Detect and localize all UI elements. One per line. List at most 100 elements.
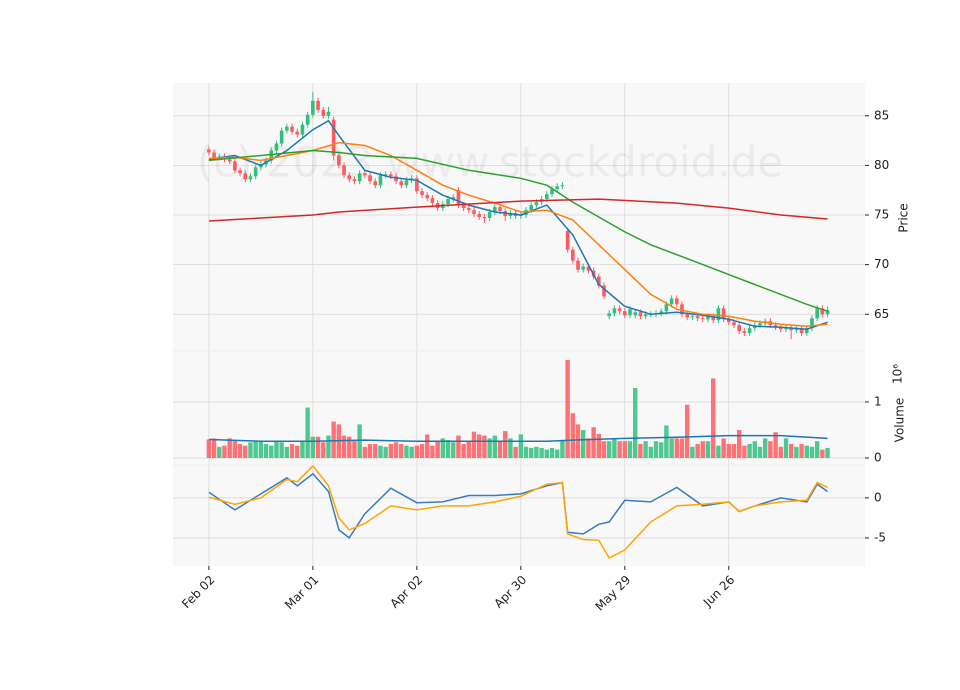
candle-body [279, 130, 284, 144]
candle-body [747, 328, 752, 334]
y-tick-label: 1 [874, 394, 882, 408]
volume-bar [211, 438, 217, 458]
candle-body [477, 214, 482, 217]
volume-bar [581, 429, 586, 458]
volume-bar [788, 443, 794, 458]
candle-body [789, 328, 793, 331]
candle-body [238, 170, 242, 174]
candle-body [253, 167, 258, 177]
candle-body [295, 131, 300, 135]
volume-bar [217, 446, 222, 458]
candle-body [685, 314, 689, 318]
volume-bar [731, 443, 737, 458]
candle-body [378, 175, 383, 186]
candle-body [487, 212, 492, 218]
y-tick-label: 65 [874, 307, 889, 321]
marks [206, 91, 830, 559]
volume-bar [513, 446, 518, 458]
y-axis-label: Price [897, 203, 911, 232]
volume-bar [289, 443, 295, 458]
y-tick-label: 70 [874, 257, 889, 271]
candle-body [742, 331, 747, 334]
volume-bar [409, 446, 414, 458]
volume-bar [534, 446, 539, 458]
volume-bar [560, 440, 565, 458]
candle-body [732, 322, 736, 326]
volume-bar [258, 441, 264, 458]
candle-body [451, 197, 456, 200]
volume-bar [492, 435, 498, 458]
candle-body [602, 285, 606, 297]
volume-bar [736, 429, 742, 458]
volume-bar [555, 449, 560, 458]
volume-bar [461, 443, 466, 458]
volume-bar [669, 438, 674, 458]
candle-body [565, 230, 570, 250]
volume-bar [399, 443, 404, 458]
candle-body [643, 314, 648, 317]
volume-bar [752, 441, 757, 458]
candle-body [300, 124, 305, 135]
candle-body [794, 329, 799, 331]
volume-bar [643, 441, 648, 458]
candle-body [430, 198, 435, 204]
candle-body [373, 181, 378, 186]
volume-bar [523, 446, 529, 458]
candle-body [700, 318, 705, 320]
volume-bar [435, 441, 440, 458]
candle-body [321, 109, 326, 116]
candle-body [545, 194, 549, 200]
volume-bar [607, 441, 612, 458]
candle-body [815, 308, 819, 319]
volume-bar [482, 435, 487, 458]
volume-bar [414, 445, 420, 458]
y-tick-label: 75 [874, 208, 889, 222]
volume-bar [804, 445, 809, 458]
candle-body [383, 174, 388, 176]
candle-body [778, 327, 783, 330]
volume-bar [425, 434, 430, 458]
volume-bar [248, 442, 253, 458]
volume-bar [341, 435, 347, 458]
volume-bar [393, 442, 399, 458]
volume-bar [700, 441, 705, 458]
volume-bar [622, 441, 628, 458]
volume-bar [300, 441, 305, 458]
candle-body [810, 318, 814, 329]
candle-body [363, 173, 367, 176]
volume-bar [596, 433, 602, 458]
volume-bar [430, 445, 435, 458]
candle-body [285, 126, 289, 131]
candle-body [217, 156, 222, 158]
volume-bar [419, 443, 425, 458]
line-series [208, 198, 828, 222]
volume-bar [825, 447, 830, 458]
volume-bar [544, 449, 550, 458]
candle-body [571, 249, 575, 261]
candle-body [482, 217, 487, 218]
candle-body [560, 185, 565, 187]
volume-bar [638, 443, 643, 458]
candle-body [227, 159, 232, 162]
volume-bar [279, 442, 284, 458]
volume-bar [820, 449, 825, 458]
volume-bar [471, 431, 477, 458]
volume-bar [674, 438, 679, 458]
volume-bar [237, 443, 243, 458]
volume-bar [549, 447, 555, 458]
volume-bar [814, 441, 820, 458]
volume-bar [632, 387, 638, 458]
candle-body [695, 316, 700, 319]
candle-body [607, 313, 612, 317]
candle-body [389, 174, 393, 177]
volume-bar [284, 446, 290, 458]
volume-bar [710, 378, 716, 458]
candle-body [820, 308, 825, 315]
volume-bar [684, 404, 690, 458]
candle-body [534, 202, 539, 206]
volume-bar [326, 435, 331, 458]
candle-body [368, 175, 372, 182]
candle-body [721, 308, 726, 320]
volume-bar [565, 359, 570, 458]
